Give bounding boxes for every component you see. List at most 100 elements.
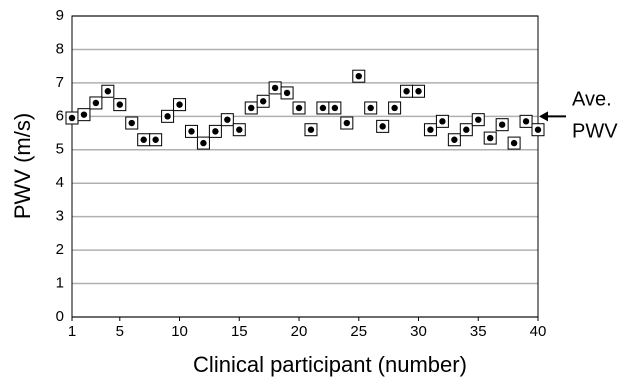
- y-tick-label: 4: [56, 174, 64, 191]
- point-dot: [271, 84, 279, 92]
- point-dot: [534, 126, 542, 133]
- point: [507, 136, 521, 150]
- y-axis-label: PWV (m/s): [10, 113, 35, 219]
- point-dot: [522, 118, 530, 125]
- point-dot: [403, 88, 410, 95]
- y-tick-label: 7: [56, 74, 64, 91]
- point: [292, 101, 306, 115]
- point-dot: [427, 126, 434, 133]
- point: [495, 118, 509, 132]
- x-tick-label: 30: [410, 323, 427, 340]
- point: [316, 101, 330, 115]
- point: [256, 94, 270, 108]
- point: [304, 123, 318, 137]
- x-tick-label: 25: [350, 323, 367, 340]
- point-dot: [487, 134, 494, 142]
- point-dot: [295, 104, 303, 112]
- y-tick-label: 0: [56, 308, 64, 325]
- point: [340, 116, 354, 130]
- point-dot: [212, 128, 219, 135]
- point-dot: [200, 139, 207, 147]
- point-dot: [319, 104, 327, 112]
- x-tick-label: 35: [470, 323, 487, 340]
- point-dot: [152, 136, 159, 143]
- point-dot: [475, 116, 482, 123]
- x-tick-label: 1: [68, 323, 76, 340]
- point: [483, 131, 497, 145]
- point-dot: [283, 89, 291, 97]
- annotation: PWV: [572, 120, 618, 142]
- point: [328, 101, 342, 115]
- point: [280, 86, 294, 100]
- point: [125, 116, 139, 130]
- point-dot: [140, 136, 147, 143]
- y-tick-label: 9: [56, 7, 64, 24]
- point-dot: [367, 104, 374, 112]
- point-dot: [236, 126, 243, 133]
- point: [244, 101, 258, 115]
- point: [531, 123, 545, 137]
- point-dot: [176, 101, 183, 108]
- point-dot: [164, 113, 171, 120]
- point-dot: [391, 104, 398, 112]
- point: [184, 124, 198, 138]
- y-tick-label: 1: [56, 275, 64, 292]
- point: [113, 98, 127, 112]
- x-tick-label: 15: [231, 323, 248, 340]
- point: [208, 124, 222, 138]
- point-dot: [439, 118, 446, 125]
- point-dot: [355, 73, 362, 80]
- point-dot: [92, 99, 100, 107]
- point: [435, 114, 449, 128]
- annotation: Ave.: [572, 88, 612, 110]
- point-dot: [510, 139, 518, 147]
- point: [388, 101, 402, 115]
- point-dot: [463, 126, 470, 133]
- y-tick-label: 3: [56, 208, 64, 225]
- x-tick-label: 5: [116, 323, 124, 340]
- point-dot: [379, 123, 386, 130]
- point-dot: [224, 116, 231, 123]
- plot-frame: [71, 15, 539, 318]
- point-dot: [116, 101, 123, 108]
- point: [232, 123, 246, 137]
- point: [137, 133, 151, 147]
- point: [77, 108, 91, 122]
- point: [268, 81, 282, 95]
- point: [519, 114, 533, 128]
- point: [220, 113, 234, 127]
- point: [400, 84, 414, 98]
- point: [423, 123, 437, 137]
- point-dot: [343, 119, 351, 127]
- point-dot: [331, 104, 339, 112]
- point: [65, 111, 79, 125]
- point: [364, 101, 378, 115]
- point: [196, 136, 210, 150]
- x-axis-label: Clinical participant (number): [193, 352, 467, 377]
- annotation-arrowhead: [539, 111, 548, 122]
- x-tick-label: 20: [291, 323, 308, 340]
- point: [447, 133, 461, 147]
- point-dot: [68, 114, 76, 122]
- point: [161, 109, 175, 123]
- x-tick-label: 40: [530, 323, 547, 340]
- point: [173, 98, 187, 112]
- y-tick-label: 8: [56, 40, 64, 57]
- point-dot: [259, 98, 267, 105]
- point: [89, 96, 103, 110]
- point: [471, 113, 485, 127]
- point-dot: [104, 88, 112, 95]
- point-dot: [248, 104, 255, 112]
- y-tick-label: 5: [56, 141, 64, 158]
- point: [352, 69, 366, 83]
- point: [376, 119, 390, 133]
- point-dot: [307, 126, 315, 133]
- point-dot: [128, 119, 135, 127]
- point: [149, 133, 163, 147]
- y-tick-label: 6: [56, 107, 64, 124]
- x-tick-label: 10: [171, 323, 188, 340]
- point: [459, 123, 473, 137]
- point-dot: [80, 111, 88, 118]
- point: [101, 84, 115, 98]
- point-dot: [451, 136, 458, 143]
